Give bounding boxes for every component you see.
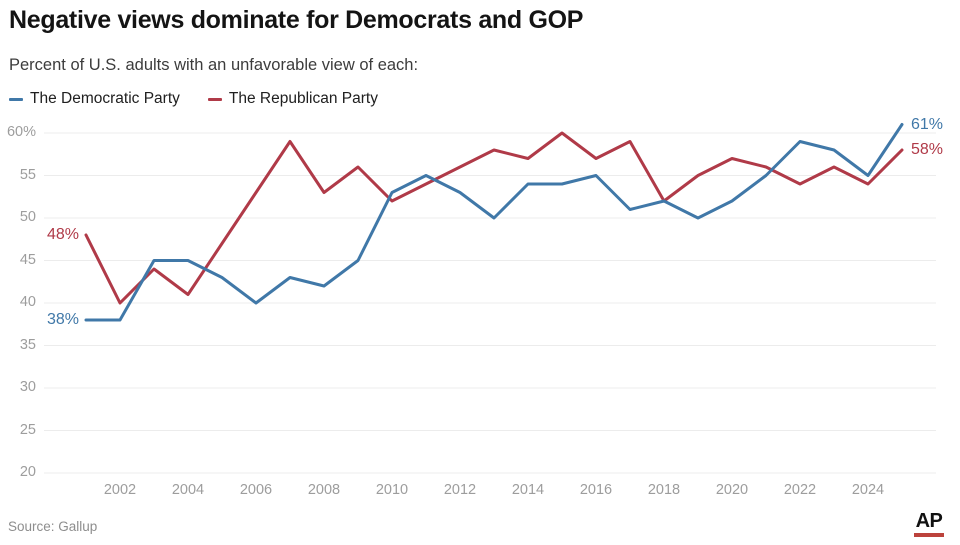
y-tick-label: 40: [19, 294, 36, 310]
y-tick-label: 60%: [6, 124, 36, 140]
legend-item-republican-party: The Republican Party: [207, 90, 378, 108]
republican-party-start-value-label: 48%: [46, 226, 79, 243]
x-tick-label: 2022: [783, 482, 817, 498]
republican-party-line: [84, 131, 904, 305]
x-tick-label: 2016: [579, 482, 613, 498]
democratic-party-line-swatch: [9, 97, 23, 101]
legend-label-republican-party: The Republican Party: [228, 90, 378, 107]
x-tick-label: 2008: [307, 482, 341, 498]
chart-legend: The Democratic Party The Republican Part…: [9, 90, 406, 108]
ap-logo-text: AP: [915, 510, 943, 532]
ap-logo-underline: [914, 533, 944, 537]
y-tick-label: 20: [19, 464, 36, 480]
x-tick-label: 2010: [375, 482, 409, 498]
x-tick-label: 2018: [647, 482, 681, 498]
legend-label-democratic-party: The Democratic Party: [30, 90, 180, 107]
y-tick-label: 35: [19, 336, 36, 353]
x-tick-label: 2024: [851, 482, 885, 498]
gridlines: [44, 132, 936, 474]
y-tick-label: 45: [19, 251, 36, 268]
chart-title: Negative views dominate for Democrats an…: [9, 6, 584, 34]
democratic-party-line: [84, 123, 904, 322]
series-lines: [84, 123, 904, 322]
y-tick-label: 50: [19, 209, 36, 225]
ap-logo: AP: [914, 511, 944, 537]
democratic-party-end-value-label: 61%: [911, 115, 944, 133]
democratic-party-start-value-label: 38%: [46, 311, 79, 328]
y-tick-label: 55: [19, 166, 36, 183]
legend-item-democratic-party: The Democratic Party: [9, 90, 180, 108]
x-tick-label: 2012: [443, 482, 477, 498]
republican-party-line-swatch: [207, 97, 222, 101]
x-tick-label: 2020: [715, 482, 749, 498]
x-tick-label: 2014: [511, 482, 545, 498]
x-tick-label: 2002: [103, 482, 137, 498]
republican-party-end-value-label: 58%: [911, 141, 944, 158]
x-tick-label: 2004: [171, 482, 205, 498]
y-tick-label: 30: [19, 379, 36, 395]
y-tick-label: 25: [19, 421, 36, 438]
x-tick-label: 2006: [239, 482, 273, 498]
source-credit: Source: Gallup: [8, 519, 98, 534]
chart-subtitle: Percent of U.S. adults with an unfavorab…: [9, 56, 419, 74]
